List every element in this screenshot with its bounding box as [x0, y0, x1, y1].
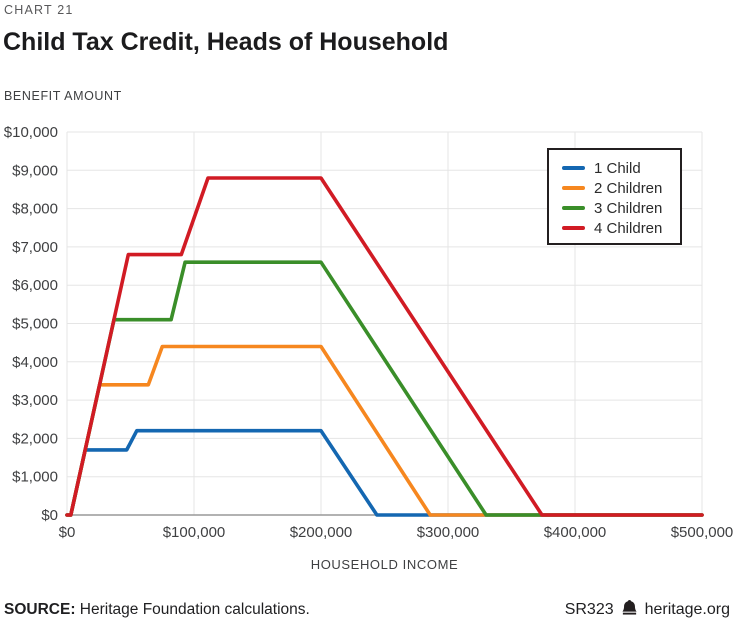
legend-swatch-2-children [562, 186, 585, 190]
y-axis-title: BENEFIT AMOUNT [4, 89, 122, 103]
legend-item-2-children: 2 Children [562, 178, 680, 198]
y-tick-label: $1,000 [12, 469, 58, 486]
y-tick-label: $5,000 [12, 316, 58, 333]
legend-swatch-3-children [562, 206, 585, 210]
series-line-4-children [65, 176, 704, 517]
legend-item-3-children: 3 Children [562, 198, 680, 218]
x-tick-label: $300,000 [417, 524, 480, 541]
x-tick-label: $500,000 [671, 524, 734, 541]
chart-number: CHART 21 [4, 3, 74, 17]
page-title: Child Tax Credit, Heads of Household [3, 28, 449, 56]
legend-label: 3 Children [594, 199, 663, 217]
x-tick-label: $0 [59, 524, 76, 541]
x-tick-label: $200,000 [290, 524, 353, 541]
report-credit: SR323 heritage.org [565, 599, 730, 621]
y-tick-label: $10,000 [4, 124, 58, 141]
x-tick-label: $100,000 [163, 524, 226, 541]
legend-label: 2 Children [594, 179, 663, 197]
y-tick-label: $4,000 [12, 354, 58, 371]
y-tick-label: $0 [41, 507, 58, 524]
source-note: SOURCE: Heritage Foundation calculations… [4, 601, 310, 619]
x-tick-label: $400,000 [544, 524, 607, 541]
source-text: Heritage Foundation calculations. [79, 601, 310, 618]
legend-item-4-children: 4 Children [562, 218, 680, 238]
y-tick-label: $7,000 [12, 239, 58, 256]
y-tick-label: $9,000 [12, 162, 58, 179]
legend-label: 1 Child [594, 159, 641, 177]
y-tick-label: $3,000 [12, 392, 58, 409]
y-tick-label: $2,000 [12, 430, 58, 447]
footer: SOURCE: Heritage Foundation calculations… [4, 599, 730, 621]
legend-swatch-4-children [562, 226, 585, 230]
x-axis-title: HOUSEHOLD INCOME [310, 557, 459, 572]
source-label: SOURCE: [4, 601, 76, 618]
report-id: SR323 [564, 601, 614, 618]
heritage-bell-icon [621, 599, 638, 621]
site-link[interactable]: heritage.org [644, 601, 730, 618]
legend: 1 Child 2 Children 3 Children 4 Children [547, 148, 682, 245]
legend-label: 4 Children [594, 219, 663, 237]
legend-item-1-child: 1 Child [562, 158, 680, 178]
legend-swatch-1-child [562, 166, 585, 170]
y-tick-label: $6,000 [12, 277, 58, 294]
y-tick-label: $8,000 [12, 201, 58, 218]
